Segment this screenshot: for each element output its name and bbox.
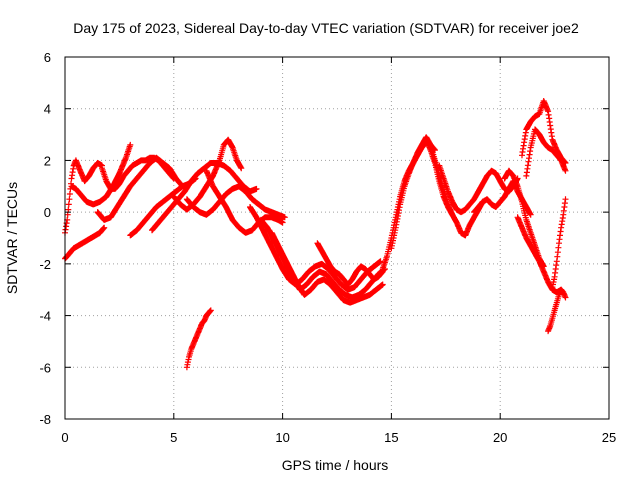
- y-tick-label: 0: [44, 205, 51, 220]
- chart-title: Day 175 of 2023, Sidereal Day-to-day VTE…: [73, 20, 579, 36]
- y-tick-label: -2: [39, 257, 51, 272]
- y-tick-label: -8: [39, 412, 51, 427]
- y-tick-labels: -8 -6 -4 -2 0 2 4 6: [39, 50, 51, 427]
- y-tick-label: -6: [39, 360, 51, 375]
- series-arc-5: [94, 154, 186, 223]
- series-markers: [183, 183, 288, 221]
- y-axis-label: SDTVAR / TECUs: [4, 182, 20, 294]
- x-tick-label: 5: [170, 430, 177, 445]
- series-arc-25: [545, 286, 569, 335]
- series-arc-26: [549, 196, 569, 291]
- series-markers: [523, 126, 569, 179]
- series-arc-4: [68, 141, 134, 208]
- x-tick-label: 25: [602, 430, 616, 445]
- plot-frame: [64, 56, 610, 420]
- y-tick-label: 2: [44, 153, 51, 168]
- series-arc-9: [183, 307, 214, 371]
- plot-area: [62, 98, 569, 371]
- series-markers: [268, 229, 386, 306]
- series-arc-15: [314, 240, 386, 288]
- series-arc-14: [268, 229, 386, 306]
- grid-lines: [65, 57, 609, 419]
- series-markers: [68, 141, 134, 208]
- x-tick-label: 0: [61, 430, 68, 445]
- x-tick-labels: 0 5 10 15 20 25: [61, 430, 616, 445]
- series-markers: [314, 240, 386, 288]
- y-tick-label: 6: [44, 50, 51, 65]
- y-tick-label: -4: [39, 309, 51, 324]
- series-markers: [183, 307, 214, 371]
- x-tick-label: 10: [275, 430, 289, 445]
- series-arc-24: [523, 126, 569, 179]
- series-markers: [545, 286, 569, 335]
- series-markers: [94, 154, 186, 223]
- x-tick-label: 15: [384, 430, 398, 445]
- axis-ticks: [64, 56, 610, 420]
- y-tick-label: 4: [44, 102, 51, 117]
- x-tick-label: 20: [493, 430, 507, 445]
- series-markers: [549, 196, 569, 291]
- series-arc-10: [183, 183, 288, 221]
- x-axis-label: GPS time / hours: [282, 457, 389, 473]
